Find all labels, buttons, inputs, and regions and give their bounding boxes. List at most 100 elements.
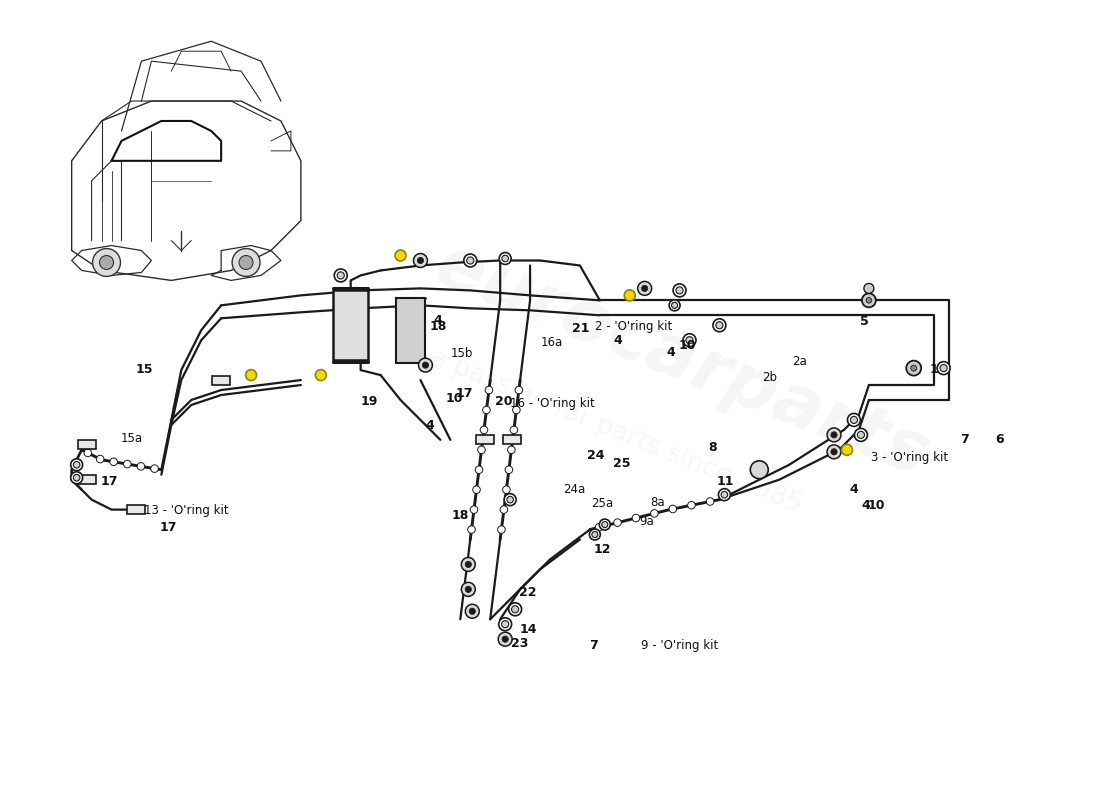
Circle shape bbox=[395, 250, 406, 261]
Text: 2 - 'O'ring kit: 2 - 'O'ring kit bbox=[595, 320, 672, 333]
Text: 10: 10 bbox=[868, 498, 886, 512]
Circle shape bbox=[502, 621, 508, 628]
Text: 21: 21 bbox=[572, 322, 590, 334]
Circle shape bbox=[672, 302, 678, 308]
Circle shape bbox=[592, 531, 598, 538]
Circle shape bbox=[940, 365, 947, 372]
Circle shape bbox=[469, 608, 475, 614]
Text: 3 - 'O'ring kit: 3 - 'O'ring kit bbox=[871, 451, 948, 464]
Text: 17: 17 bbox=[160, 521, 177, 534]
Circle shape bbox=[827, 445, 842, 458]
Text: 25: 25 bbox=[613, 458, 630, 470]
Text: 19: 19 bbox=[361, 395, 377, 408]
Circle shape bbox=[669, 300, 680, 311]
Circle shape bbox=[473, 486, 481, 494]
Circle shape bbox=[513, 406, 520, 414]
Circle shape bbox=[669, 505, 676, 513]
Circle shape bbox=[151, 465, 158, 473]
Circle shape bbox=[750, 461, 768, 478]
Circle shape bbox=[504, 494, 516, 506]
Bar bbox=[128, 505, 145, 514]
Text: 8: 8 bbox=[708, 442, 716, 454]
Circle shape bbox=[855, 429, 868, 442]
Circle shape bbox=[624, 290, 635, 301]
Text: 11: 11 bbox=[716, 475, 734, 488]
Circle shape bbox=[722, 491, 728, 498]
Bar bbox=[78, 475, 96, 484]
Circle shape bbox=[70, 472, 82, 484]
Circle shape bbox=[477, 446, 485, 454]
Circle shape bbox=[508, 602, 521, 616]
Circle shape bbox=[650, 510, 658, 518]
Circle shape bbox=[857, 431, 865, 438]
Circle shape bbox=[718, 489, 730, 501]
Circle shape bbox=[338, 272, 344, 279]
Circle shape bbox=[502, 636, 508, 642]
Text: 10: 10 bbox=[679, 339, 696, 352]
Circle shape bbox=[683, 334, 696, 346]
Circle shape bbox=[498, 618, 512, 630]
Text: 2a: 2a bbox=[793, 355, 807, 368]
Circle shape bbox=[70, 458, 82, 470]
Text: 22: 22 bbox=[519, 586, 537, 599]
Circle shape bbox=[245, 370, 256, 381]
Text: 16 - 'O'ring kit: 16 - 'O'ring kit bbox=[509, 398, 595, 410]
Circle shape bbox=[465, 604, 480, 618]
Circle shape bbox=[84, 449, 91, 457]
Circle shape bbox=[847, 414, 860, 426]
Circle shape bbox=[414, 254, 428, 267]
Circle shape bbox=[316, 370, 327, 381]
Circle shape bbox=[507, 446, 515, 454]
Circle shape bbox=[475, 466, 483, 474]
Circle shape bbox=[464, 254, 476, 267]
Text: 6: 6 bbox=[996, 434, 1003, 446]
Circle shape bbox=[502, 255, 508, 262]
Text: 4: 4 bbox=[433, 314, 442, 326]
Text: 13 - 'O'ring kit: 13 - 'O'ring kit bbox=[144, 503, 229, 517]
Circle shape bbox=[602, 522, 608, 527]
Text: 4: 4 bbox=[425, 419, 433, 432]
Circle shape bbox=[465, 562, 472, 567]
Text: 25a: 25a bbox=[592, 497, 614, 510]
Text: 4: 4 bbox=[849, 482, 858, 496]
Circle shape bbox=[468, 526, 475, 534]
Bar bbox=[333, 290, 369, 360]
Circle shape bbox=[515, 386, 522, 394]
Circle shape bbox=[911, 365, 916, 371]
Circle shape bbox=[706, 498, 714, 506]
Text: 15b: 15b bbox=[451, 347, 473, 360]
Circle shape bbox=[842, 444, 852, 455]
Circle shape bbox=[830, 432, 837, 438]
Text: a passion for parts since 1985: a passion for parts since 1985 bbox=[426, 345, 805, 518]
Circle shape bbox=[686, 337, 693, 344]
Circle shape bbox=[505, 466, 513, 474]
Circle shape bbox=[641, 286, 648, 291]
Circle shape bbox=[503, 486, 510, 494]
Circle shape bbox=[673, 284, 686, 297]
Bar bbox=[476, 435, 494, 444]
Circle shape bbox=[614, 519, 622, 526]
Circle shape bbox=[632, 514, 640, 522]
Circle shape bbox=[92, 249, 121, 277]
Circle shape bbox=[334, 269, 348, 282]
Text: 7: 7 bbox=[590, 639, 598, 652]
Text: 10: 10 bbox=[446, 392, 463, 405]
Text: 15: 15 bbox=[135, 363, 153, 376]
Text: 18: 18 bbox=[451, 509, 469, 522]
Text: 18: 18 bbox=[429, 320, 447, 333]
Circle shape bbox=[466, 257, 474, 264]
Text: 17: 17 bbox=[455, 387, 473, 400]
Circle shape bbox=[595, 523, 603, 531]
Text: 8a: 8a bbox=[650, 495, 664, 509]
Circle shape bbox=[100, 255, 113, 270]
Circle shape bbox=[422, 362, 429, 368]
Text: 9 - 'O'ring kit: 9 - 'O'ring kit bbox=[640, 639, 718, 652]
Circle shape bbox=[638, 282, 651, 295]
Text: 4: 4 bbox=[667, 346, 675, 358]
Circle shape bbox=[481, 426, 487, 434]
Circle shape bbox=[510, 426, 518, 434]
Circle shape bbox=[676, 287, 683, 294]
Circle shape bbox=[512, 606, 519, 613]
Circle shape bbox=[830, 449, 837, 455]
Text: 17: 17 bbox=[100, 475, 118, 488]
